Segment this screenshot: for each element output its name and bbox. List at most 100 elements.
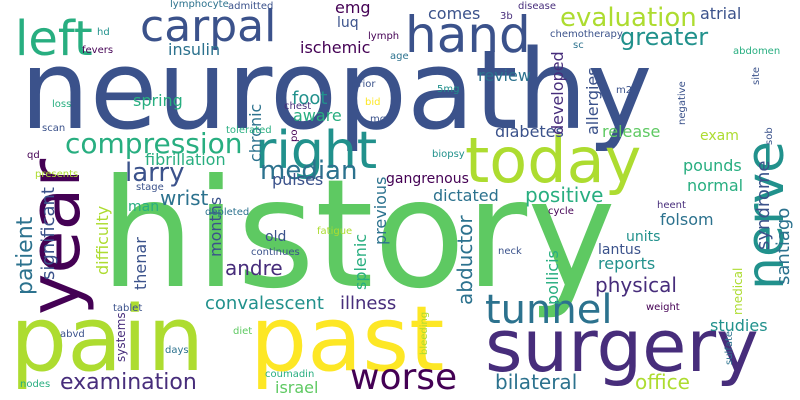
word-cycle: cycle	[548, 206, 574, 217]
word-pollicis: pollicis	[543, 250, 562, 305]
word-months: months	[206, 196, 225, 257]
word-folsom: folsom	[660, 210, 714, 229]
word-larry: larry	[125, 158, 185, 188]
word-lymph: lymph	[368, 31, 400, 42]
word-emg: emg	[335, 0, 371, 17]
word-continues: continues	[251, 247, 300, 258]
word-stage: stage	[136, 182, 164, 193]
word-age: age	[390, 51, 409, 62]
word-abductor: abductor	[453, 215, 477, 305]
word-pain: pain	[10, 287, 205, 392]
word-gangrenous: gangrenous	[386, 171, 469, 187]
word-loss: loss	[52, 99, 72, 110]
word-splenic: splenic	[351, 233, 370, 290]
word-bid: bid	[365, 97, 381, 108]
word-greater: greater	[620, 23, 709, 51]
word-neuropathy: neuropathy	[20, 26, 653, 154]
word-worse: worse	[350, 357, 458, 398]
word-left: left	[15, 11, 93, 67]
word-systems: systems	[114, 312, 128, 362]
word-release: release	[602, 122, 661, 141]
word-syndrome: syndrome	[753, 160, 774, 251]
word-andre: andre	[225, 256, 283, 280]
word-m2: m2	[616, 85, 633, 96]
word-po: po	[289, 129, 300, 142]
word-exam: exam	[700, 128, 739, 144]
word-thenar: thenar	[131, 237, 150, 290]
word-hd: hd	[97, 27, 110, 38]
word-comes: comes	[428, 4, 481, 23]
word-lymphocyte: lymphocyte	[170, 0, 229, 10]
word-sc: sc	[573, 40, 584, 51]
word-negative: negative	[677, 81, 688, 125]
word-reports: reports	[598, 254, 656, 273]
word-ischemic: ischemic	[300, 38, 371, 57]
word-sob: sob	[764, 127, 775, 145]
word-tolerated: tolerated	[226, 125, 272, 136]
word-luq: luq	[337, 15, 359, 31]
word-days: days	[165, 345, 189, 356]
word-positive: positive	[525, 183, 604, 207]
word-sulfate: sulfate	[724, 330, 735, 365]
word-median: median	[260, 156, 358, 186]
word-hand: hand	[405, 6, 531, 64]
word-pulses: pulses	[272, 170, 324, 189]
word-studies: studies	[710, 316, 768, 335]
word-compression: compression	[65, 127, 243, 160]
word-fevers: fevers	[82, 45, 114, 56]
word-admitted: admitted	[228, 1, 274, 12]
word-diabetes: diabetes	[495, 122, 564, 141]
word-office: office	[635, 370, 690, 394]
word-insulin: insulin	[168, 40, 221, 59]
word-heent: heent	[657, 200, 686, 211]
word-3b: 3b	[500, 11, 513, 22]
word-today: today	[465, 124, 642, 197]
word-developed: developed	[548, 51, 567, 135]
word-coumadin: coumadin	[265, 369, 315, 380]
word-disease: disease	[518, 1, 556, 12]
word-carpal: carpal	[140, 1, 277, 52]
word-5mg: 5mg	[437, 84, 460, 95]
word-neck: neck	[498, 246, 522, 257]
word-difficulty: difficulty	[93, 205, 112, 275]
word-previous: previous	[371, 176, 390, 245]
word-prior: prior	[352, 79, 376, 90]
word-chemotherapy: chemotherapy	[550, 29, 623, 40]
word-santiago: santiago	[773, 207, 794, 285]
word-man: man	[128, 199, 160, 215]
word-foot: foot	[292, 88, 328, 109]
word-depleted: depleted	[205, 207, 250, 218]
word-dictated: dictated	[433, 186, 499, 205]
word-wrist: wrist	[160, 186, 209, 210]
word-presents: presents	[35, 169, 79, 180]
word-pounds: pounds	[683, 156, 742, 175]
word-bleeding: bleeding	[419, 311, 430, 355]
word-lantus: lantus	[598, 242, 641, 258]
word-qd: qd	[27, 150, 40, 161]
word-examination: examination	[60, 370, 197, 395]
word-allergies: allergies	[583, 67, 602, 135]
word-fatigue: fatigue	[317, 226, 353, 237]
word-significant: significant	[38, 187, 59, 280]
word-patient: patient	[13, 216, 38, 295]
word-spring: spring	[133, 91, 183, 110]
word-atrial: atrial	[700, 4, 742, 23]
word-biopsy: biopsy	[432, 149, 465, 160]
word-convalescent: convalescent	[205, 293, 324, 314]
word-tablet: tablet	[113, 303, 143, 314]
word-site: site	[751, 66, 762, 85]
word-medical: medical	[731, 267, 745, 315]
word-normal: normal	[687, 176, 744, 195]
word-review: review	[478, 66, 531, 85]
word-nodes: nodes	[20, 379, 51, 390]
word-units: units	[626, 229, 661, 245]
word-chest: chest	[284, 101, 312, 112]
word-weight: weight	[646, 302, 680, 313]
word-surgery: surgery	[485, 304, 759, 388]
word-illness: illness	[340, 293, 397, 314]
word-abdomen: abdomen	[733, 46, 781, 57]
word-bilateral: bilateral	[495, 370, 578, 394]
word-israel: israel	[275, 378, 319, 397]
word-right: right	[255, 121, 378, 181]
word-physical: physical	[595, 273, 677, 297]
